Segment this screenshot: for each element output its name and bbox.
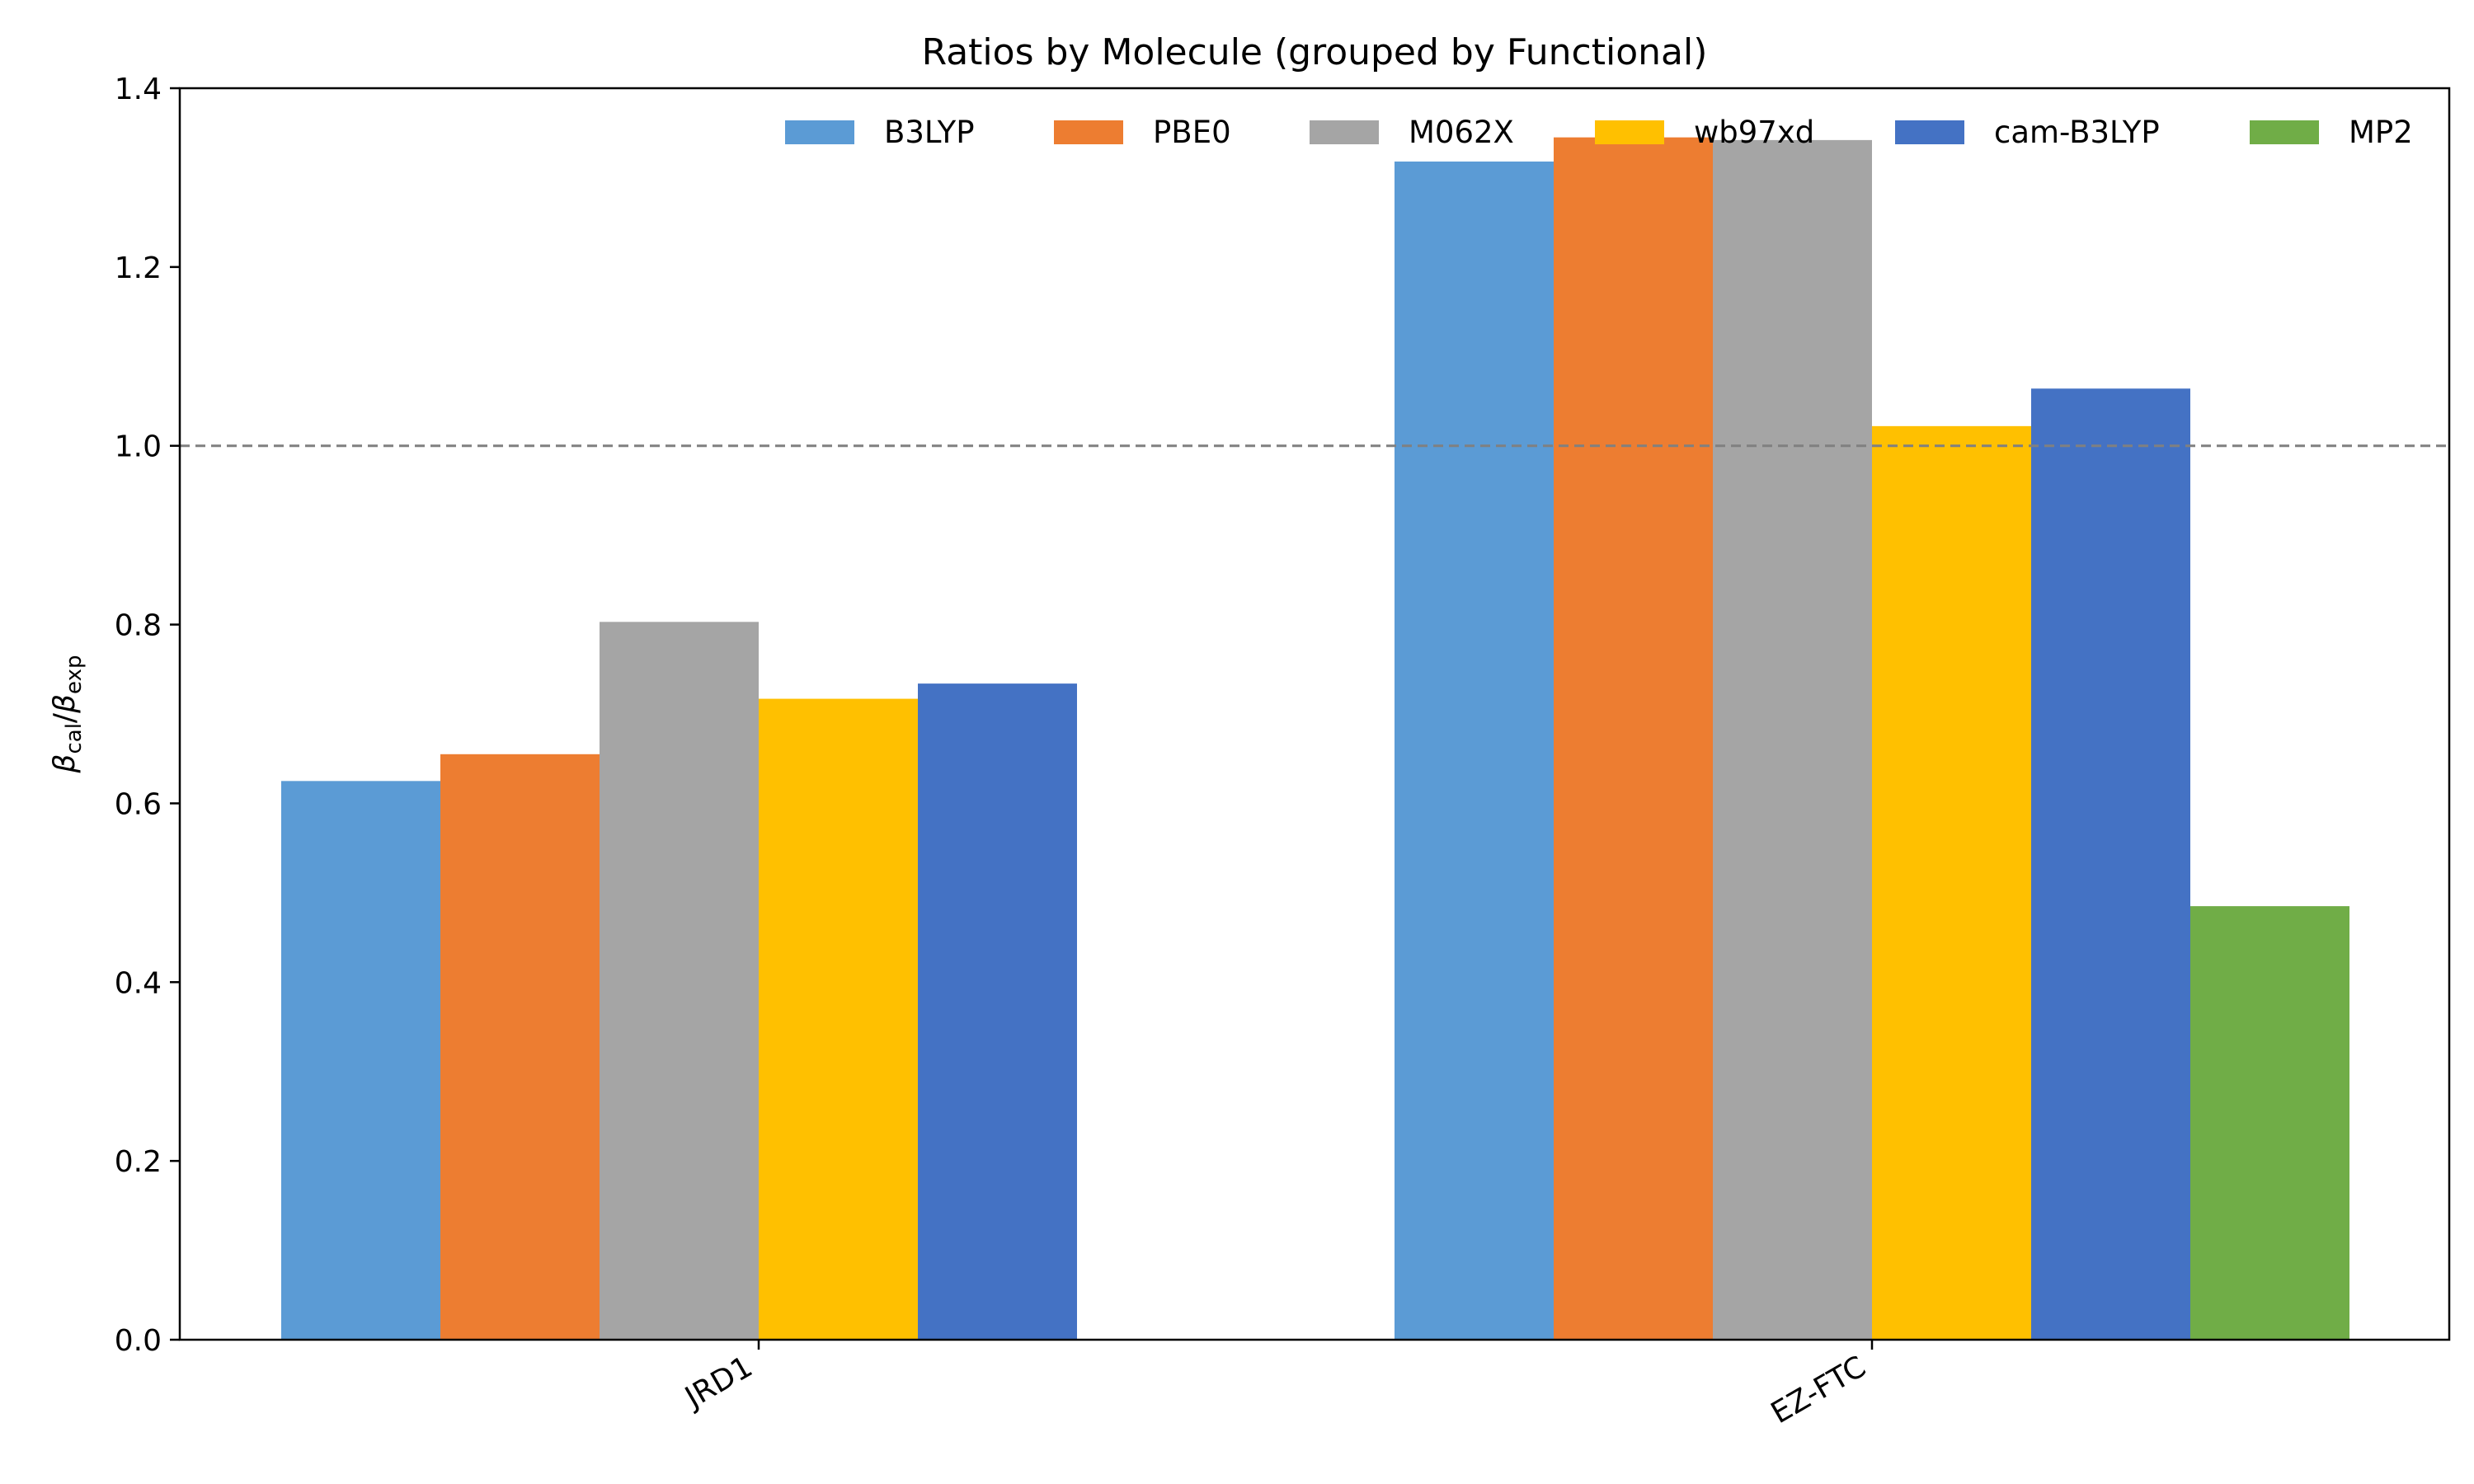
legend-label-wb97xd: wb97xd	[1694, 115, 1814, 150]
y-tick-label: 0.4	[115, 966, 162, 1000]
legend-swatch-pbe0	[1054, 120, 1123, 144]
bar-cam-b3lyp-jrd1	[918, 683, 1077, 1340]
y-axis-label-text: βcal/βexp	[48, 655, 87, 774]
legend-label-cam-b3lyp: cam-B3LYP	[1994, 115, 2160, 150]
y-axis-label-base1: β	[48, 754, 82, 774]
legend-swatch-wb97xd	[1595, 120, 1664, 144]
legend-swatch-b3lyp	[785, 120, 854, 144]
bar-b3lyp-ez-ftc	[1395, 161, 1554, 1341]
y-axis-label-base2: β	[48, 694, 82, 714]
y-tick-label: 0.2	[115, 1145, 162, 1179]
bar-mp2-ez-ftc	[2190, 906, 2349, 1340]
bar-pbe0-jrd1	[440, 754, 600, 1340]
bar-b3lyp-jrd1	[281, 781, 440, 1340]
x-tick-label: JRD1	[679, 1350, 759, 1416]
bar-pbe0-ez-ftc	[1554, 137, 1713, 1340]
bar-m062x-ez-ftc	[1713, 139, 1872, 1341]
y-tick-label: 1.0	[115, 430, 162, 464]
legend-label-m062x: M062X	[1409, 115, 1514, 150]
y-tick-label: 1.2	[115, 251, 162, 285]
legend-swatch-m062x	[1310, 120, 1379, 144]
legend-label-mp2: MP2	[2349, 115, 2413, 150]
y-tick-label: 0.0	[115, 1324, 162, 1358]
legend-swatch-mp2	[2250, 120, 2319, 144]
chart-title: Ratios by Molecule (grouped by Functiona…	[922, 31, 1708, 73]
y-tick-label: 0.8	[115, 609, 162, 643]
y-tick-label: 1.4	[115, 73, 162, 106]
plot-area	[281, 137, 2349, 1341]
bar-wb97xd-ez-ftc	[1872, 425, 2031, 1340]
legend: B3LYP PBE0 M062X wb97xd cam-B3LYP MP2	[785, 115, 2413, 150]
y-axis-label-sub1: cal	[62, 723, 87, 754]
axes-frame	[178, 87, 2451, 1341]
y-axis-label: βcal/βexp	[48, 655, 87, 774]
bar-wb97xd-jrd1	[759, 698, 918, 1340]
bar-m062x-jrd1	[600, 622, 759, 1340]
legend-swatch-cam-b3lyp	[1895, 120, 1964, 144]
legend-label-pbe0: PBE0	[1153, 115, 1231, 150]
y-axis-label-sep: /	[48, 712, 82, 723]
bar-cam-b3lyp-ez-ftc	[2031, 388, 2190, 1340]
y-tick-label: 0.6	[115, 787, 162, 821]
y-axis-label-sub2: exp	[62, 655, 87, 694]
legend-label-b3lyp: B3LYP	[884, 115, 975, 150]
x-tick-label: EZ-FTC	[1766, 1350, 1872, 1430]
